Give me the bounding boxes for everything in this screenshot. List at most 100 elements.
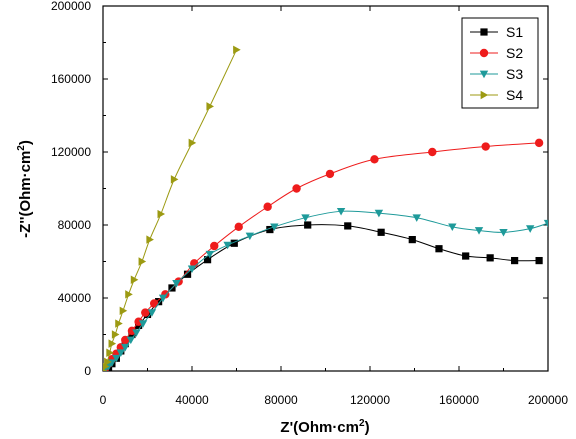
data-point-s1 <box>435 245 443 253</box>
data-point-s1 <box>535 256 543 265</box>
data-point-s3 <box>448 223 457 232</box>
data-point-s2 <box>127 326 137 336</box>
data-point-s4 <box>115 319 123 328</box>
legend-item-s4: S4 <box>470 87 523 103</box>
data-point-s3 <box>121 343 130 352</box>
x-tick-label: 0 <box>100 393 107 407</box>
data-point-s3 <box>116 349 125 357</box>
data-point-s4 <box>170 175 179 184</box>
y-tick-label: 0 <box>84 364 91 378</box>
data-point-s4 <box>146 235 154 244</box>
data-point-s4 <box>125 290 133 299</box>
data-point-s3 <box>245 232 255 241</box>
y-tick-label: 160000 <box>51 72 91 86</box>
data-point-s2 <box>234 222 243 232</box>
legend-marker <box>479 70 489 79</box>
data-point-s3 <box>301 214 310 222</box>
data-point-s3 <box>132 329 141 337</box>
y-tick-label: 40000 <box>58 291 92 305</box>
data-point-s1 <box>486 254 494 262</box>
series-line-s1 <box>103 224 540 371</box>
data-point-s3 <box>270 223 279 232</box>
x-tick-label: 40000 <box>175 393 209 407</box>
y-tick-label: 200000 <box>51 0 91 13</box>
data-point-s3 <box>374 209 384 218</box>
legend-item-s1: S1 <box>470 24 523 40</box>
legend-box <box>461 17 539 109</box>
data-point-s3 <box>412 214 421 222</box>
data-point-s2 <box>481 142 490 151</box>
data-point-s2 <box>141 308 150 317</box>
data-point-s4 <box>108 339 117 348</box>
series-s4 <box>103 45 241 371</box>
x-tick-label: 80000 <box>264 393 298 407</box>
data-point-s2 <box>534 138 544 148</box>
legend-label: S3 <box>506 66 523 82</box>
data-point-s1 <box>408 236 416 244</box>
series-layer <box>103 45 548 371</box>
legend-label: S4 <box>506 87 523 103</box>
data-point-s1 <box>304 221 312 229</box>
data-point-s3 <box>147 309 157 317</box>
x-tick-label: 160000 <box>439 393 479 407</box>
data-point-s4 <box>111 330 120 339</box>
series-line-s3 <box>103 210 548 371</box>
data-point-s3 <box>526 225 535 233</box>
data-point-s1 <box>203 256 212 264</box>
x-axis-ticks: 0 40000 80000 120000 160000 200000 <box>100 6 568 407</box>
data-point-s3 <box>499 228 508 237</box>
legend: S1 S2 S3 S4 <box>461 17 539 109</box>
data-point-s1 <box>266 225 274 234</box>
data-point-s1 <box>511 256 519 265</box>
y-tick-label: 120000 <box>51 145 91 159</box>
data-point-s2 <box>325 169 335 179</box>
data-point-s4 <box>130 275 139 284</box>
data-point-s2 <box>263 202 272 211</box>
data-point-s4 <box>157 209 166 219</box>
data-point-s3 <box>336 207 346 216</box>
data-point-s3 <box>126 336 136 345</box>
data-point-s3 <box>112 354 121 363</box>
y-tick-label: 80000 <box>58 218 92 232</box>
data-point-s2 <box>428 147 437 157</box>
data-point-s4 <box>233 45 241 54</box>
data-point-s3 <box>474 227 484 235</box>
series-line-s4 <box>103 49 237 371</box>
data-point-s1 <box>344 222 352 230</box>
data-point-s1 <box>183 270 192 278</box>
data-point-s3 <box>158 294 168 303</box>
data-point-s1 <box>230 239 238 247</box>
data-point-s3 <box>172 280 181 288</box>
data-point-s2 <box>370 155 379 164</box>
data-point-s3 <box>138 320 148 328</box>
data-point-s4 <box>188 138 197 148</box>
data-point-s3 <box>543 219 548 228</box>
data-point-s4 <box>206 102 214 111</box>
data-point-s4 <box>106 348 114 357</box>
legend-marker <box>479 48 489 58</box>
legend-label: S2 <box>506 45 523 61</box>
x-tick-label: 200000 <box>528 393 568 407</box>
data-point-s1 <box>377 228 385 236</box>
data-point-s4 <box>119 306 128 315</box>
x-axis-title: Z'(Ohm·cm2) <box>280 418 369 436</box>
data-point-s3 <box>187 265 197 273</box>
legend-item-s3: S3 <box>470 66 523 82</box>
y-axis-ticks: 0 40000 80000 120000 160000 200000 <box>51 0 548 378</box>
data-point-s4 <box>138 257 147 266</box>
data-point-s1 <box>155 298 163 306</box>
legend-marker <box>480 28 488 36</box>
legend-marker <box>480 90 489 100</box>
data-point-s2 <box>134 317 143 326</box>
x-tick-label: 120000 <box>350 393 390 407</box>
legend-item-s2: S2 <box>470 45 523 61</box>
legend-label: S1 <box>506 24 523 40</box>
data-point-s2 <box>210 241 219 251</box>
data-point-s1 <box>462 252 470 260</box>
data-point-s2 <box>292 184 301 193</box>
data-point-s3 <box>205 250 214 259</box>
data-point-s2 <box>149 299 159 308</box>
data-point-s3 <box>223 241 232 250</box>
y-axis-title: -Z''(Ohm·cm2) <box>16 140 34 238</box>
